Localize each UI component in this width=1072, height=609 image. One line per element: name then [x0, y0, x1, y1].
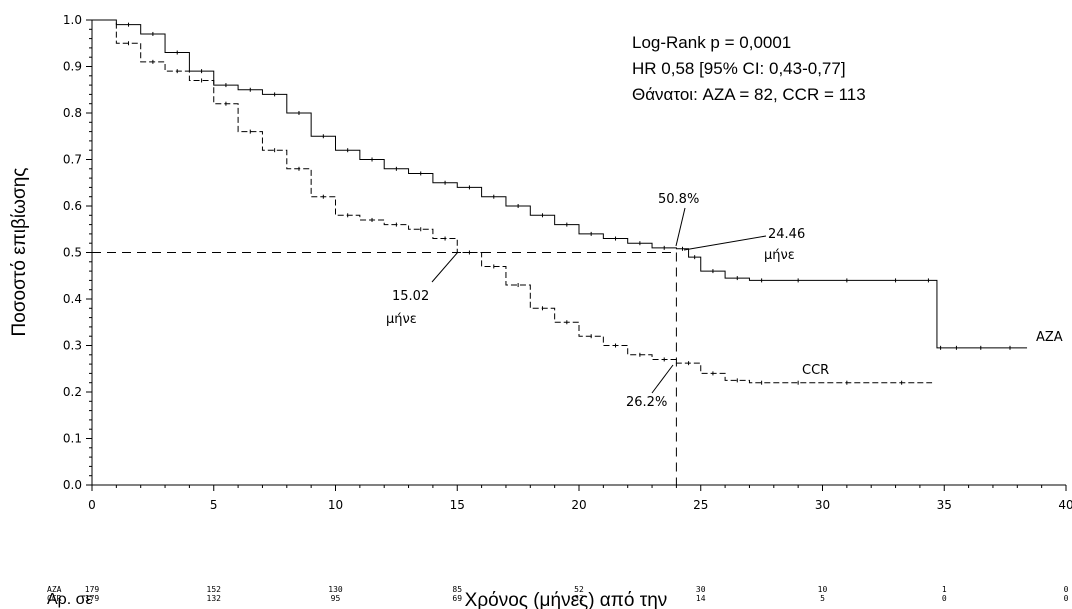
at-risk-value: 179	[85, 594, 100, 603]
series-label-aza: AZA	[1036, 330, 1063, 345]
y-tick-label: 0.4	[63, 292, 82, 306]
y-tick-label: 0.7	[63, 153, 82, 167]
ccr-at-24-pointer	[651, 364, 674, 394]
x-tick-label: 40	[1058, 498, 1072, 512]
at-risk-value: 0	[942, 594, 947, 603]
x-tick-label: 25	[693, 498, 708, 512]
at-risk-value: 152	[207, 585, 222, 594]
y-tick-label: 0.0	[63, 478, 82, 492]
y-tick-label: 0.5	[63, 246, 82, 260]
y-tick-label: 0.9	[63, 60, 82, 74]
at-risk-value: 10	[818, 585, 828, 594]
at-risk-row-label: CCR	[47, 594, 62, 603]
ccr-median-label: 15.02	[392, 289, 429, 304]
at-risk-value: 130	[328, 585, 343, 594]
series-label-ccr: CCR	[802, 363, 829, 378]
ccr-median-pointer	[431, 251, 459, 283]
at-risk-value: 30	[696, 585, 706, 594]
y-tick-label: 0.3	[63, 339, 82, 353]
at-risk-value: 69	[452, 594, 462, 603]
at-risk-value: 132	[207, 594, 222, 603]
y-tick-label: 0.2	[63, 385, 82, 399]
x-tick-label: 10	[328, 498, 343, 512]
at-risk-value: 1	[942, 585, 947, 594]
at-risk-value: 52	[574, 585, 584, 594]
aza-median-unit: μήνε	[764, 248, 795, 263]
x-tick-label: 5	[210, 498, 218, 512]
x-tick-label: 15	[450, 498, 465, 512]
x-tick-label: 0	[88, 498, 96, 512]
y-axis-label: Ποσοστό επιβίωσης	[9, 168, 30, 337]
stats-line-3: Θάνατοι: AZA = 82, CCR = 113	[632, 85, 866, 104]
aza-at-24-pointer	[675, 207, 686, 247]
at-risk-value: 85	[452, 585, 462, 594]
aza-median-pointer	[683, 235, 767, 251]
ccr-at-24-label: 26.2%	[626, 395, 667, 410]
at-risk-header: Αρ. σε	[47, 591, 93, 608]
x-tick-labels: 0 5 10 15 20 25 30 35 40	[88, 498, 1072, 512]
aza-median-label: 24.46	[768, 227, 805, 242]
x-tick-label: 30	[815, 498, 830, 512]
ccr-median-unit: μήνε	[386, 312, 417, 327]
y-tick-label: 0.6	[63, 199, 82, 213]
series-line-aza	[92, 19, 1028, 349]
at-risk-value: 5	[820, 594, 825, 603]
minor-ticks	[86, 19, 1067, 491]
x-tick-label: 20	[571, 498, 586, 512]
stats-line-2: HR 0,58 [95% CI: 0,43-0,77]	[632, 59, 846, 78]
y-tick-label: 0.8	[63, 106, 82, 120]
at-risk-row-label: AZA	[47, 585, 62, 594]
at-risk-value: 0	[1064, 585, 1069, 594]
series-group	[92, 19, 1028, 385]
at-risk-value: 95	[331, 594, 341, 603]
stats-line-1: Log-Rank p = 0,0001	[632, 33, 791, 52]
x-axis-label: Χρόνος (μήνες) από την	[465, 590, 668, 609]
at-risk-value: 179	[85, 585, 100, 594]
y-tick-labels: 0.0 0.1 0.2 0.3 0.4 0.5 0.6 0.7 0.8 0.9 1.0	[63, 13, 82, 492]
reference-lines	[92, 252, 677, 485]
y-tick-label: 0.1	[63, 432, 82, 446]
at-risk-value: 0	[1064, 594, 1069, 603]
annotations: 50.8% 24.46 μήνε 15.02 μήνε 26.2% AZA CC…	[386, 192, 1063, 410]
x-tick-label: 35	[937, 498, 952, 512]
aza-at-24-label: 50.8%	[658, 192, 699, 207]
y-tick-label: 1.0	[63, 13, 82, 27]
at-risk-value: 14	[696, 594, 706, 603]
at-risk-value: 32	[574, 594, 584, 603]
